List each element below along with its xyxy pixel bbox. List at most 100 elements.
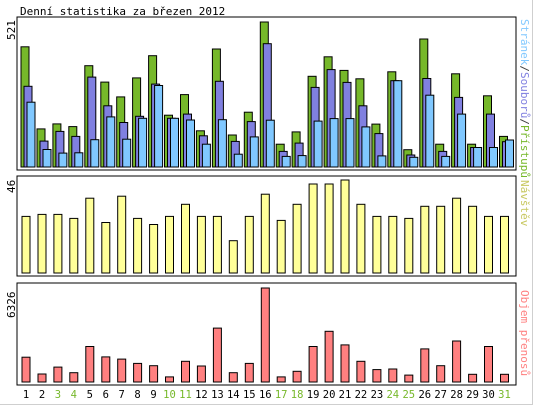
- bar-pages: [393, 80, 403, 168]
- bar-pages: [265, 119, 275, 168]
- bar-pages: [154, 85, 164, 168]
- bar-visits: [388, 215, 398, 274]
- x-tick-label: 4: [71, 389, 77, 401]
- x-tick-label: 25: [402, 389, 415, 401]
- bar-pages: [106, 116, 116, 168]
- bar-pages: [138, 117, 148, 168]
- bar-visits: [21, 215, 31, 274]
- bar-traffic: [149, 365, 159, 383]
- bar-visits: [372, 215, 382, 274]
- traffic-bars: [21, 287, 509, 383]
- bar-pages: [186, 119, 195, 168]
- legend-files: Souborů: [518, 72, 531, 118]
- bar-traffic: [37, 373, 47, 383]
- x-tick-label: 16: [259, 389, 272, 401]
- bar-pages: [377, 155, 387, 168]
- bar-visits: [356, 203, 366, 274]
- bar-pages: [361, 126, 371, 168]
- bar-visits: [324, 183, 334, 274]
- bar-visits: [436, 205, 446, 274]
- bar-pages: [26, 101, 36, 168]
- y-max-label-hits: 521: [5, 20, 18, 40]
- legend-separator: /: [518, 65, 531, 72]
- legend-hits-label: Přístupů: [518, 125, 531, 178]
- bar-visits: [244, 215, 254, 274]
- bar-pages: [297, 155, 307, 168]
- x-tick-label: 2: [39, 389, 45, 401]
- x-tick-label: 28: [450, 389, 463, 401]
- bar-traffic: [228, 372, 238, 383]
- bar-pages: [313, 120, 323, 168]
- bar-traffic: [53, 366, 63, 383]
- x-tick-label: 20: [323, 389, 336, 401]
- bar-visits: [117, 195, 127, 274]
- visits-bars: [21, 179, 509, 274]
- legend-traffic: Objem přenosů: [518, 290, 531, 376]
- bar-visits: [260, 193, 270, 274]
- panel-hits-frame: [16, 16, 517, 171]
- bar-pages: [122, 138, 132, 168]
- bar-traffic: [196, 365, 206, 383]
- bar-traffic: [308, 346, 318, 383]
- bar-pages: [345, 118, 355, 168]
- x-tick-label: 5: [87, 389, 93, 401]
- x-tick-label: 6: [103, 389, 109, 401]
- y-max-label-traffic: 6326: [5, 292, 18, 319]
- bar-visits: [196, 215, 206, 274]
- hits-bars: [20, 21, 514, 168]
- bar-visits: [37, 213, 47, 274]
- x-tick-label: 29: [466, 389, 479, 401]
- x-axis-day-labels: 1 2 3 4 5 6 7 8 9 10 11 12 13 14 15 16 17 18 19 20 21 22 23 24 2…: [23, 389, 511, 401]
- bar-pages: [409, 156, 419, 168]
- x-tick-label: 13: [211, 389, 224, 401]
- bar-traffic: [436, 365, 446, 383]
- bar-visits: [85, 197, 95, 274]
- x-tick-label: 18: [291, 389, 304, 401]
- bar-visits: [101, 222, 111, 274]
- legend-visits: Návštěv: [518, 180, 531, 227]
- bar-visits: [133, 217, 143, 274]
- bar-visits: [212, 215, 222, 274]
- bar-pages: [489, 147, 498, 168]
- bar-traffic: [85, 346, 95, 383]
- y-max-label-visits: 46: [5, 180, 18, 193]
- bar-pages: [74, 152, 84, 168]
- bar-pages: [457, 113, 467, 168]
- bar-visits: [228, 240, 238, 274]
- bar-pages: [441, 155, 451, 168]
- x-tick-label: 14: [227, 389, 240, 401]
- x-tick-label: 12: [195, 389, 208, 401]
- bar-visits: [452, 197, 462, 274]
- bar-traffic: [276, 376, 286, 383]
- bar-traffic: [292, 370, 302, 383]
- bar-visits: [69, 217, 79, 274]
- bar-traffic: [260, 287, 270, 383]
- bar-traffic: [212, 327, 222, 383]
- bar-visits: [181, 203, 190, 274]
- bar-traffic: [404, 374, 414, 383]
- bar-pages: [249, 136, 259, 168]
- bar-traffic: [117, 358, 127, 383]
- x-tick-label: 19: [307, 389, 320, 401]
- legend-separator: /: [518, 118, 531, 125]
- x-tick-label: 24: [386, 389, 399, 401]
- bar-traffic: [181, 360, 190, 383]
- x-tick-label: 1: [23, 389, 29, 401]
- bar-visits: [500, 215, 509, 274]
- bar-traffic: [484, 346, 493, 383]
- bar-traffic: [372, 369, 382, 383]
- x-tick-label: 3: [55, 389, 61, 401]
- bar-visits: [340, 179, 350, 274]
- x-tick-label: 27: [434, 389, 447, 401]
- bar-visits: [292, 203, 302, 274]
- chart-title: Denní statistika za březen 2012: [20, 5, 225, 18]
- legend-hits: Stránek/Souborů/Přístupů: [518, 19, 531, 178]
- bar-traffic: [356, 360, 366, 383]
- x-tick-label: 8: [134, 389, 140, 401]
- x-tick-label: 31: [498, 389, 511, 401]
- bar-visits: [308, 183, 318, 274]
- x-tick-label: 17: [275, 389, 288, 401]
- bar-visits: [165, 215, 174, 274]
